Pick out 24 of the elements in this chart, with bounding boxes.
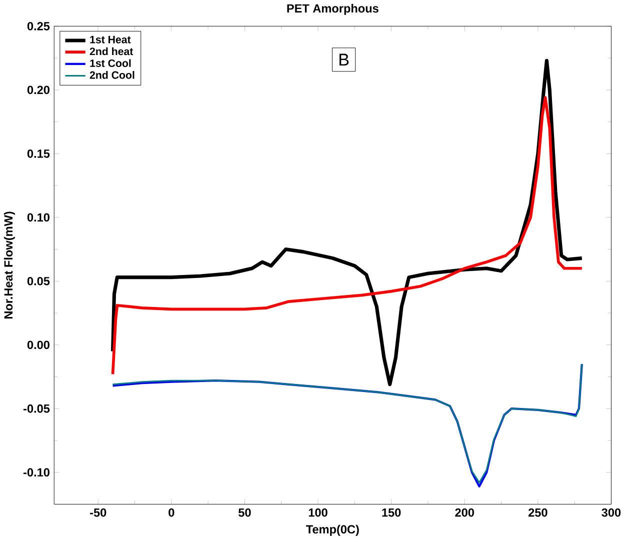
x-tick-label: 150: [382, 508, 401, 517]
y-axis-title: Nor.Heat Flow(mW): [4, 212, 15, 319]
y-tick-label: -0.05: [24, 404, 50, 413]
x-tick-label: 0: [168, 508, 174, 517]
x-tick-label: 250: [528, 508, 548, 517]
x-tick-label: 50: [238, 508, 251, 517]
y-tick-label: -0.10: [24, 468, 50, 477]
y-tick-label: 0.10: [27, 213, 50, 222]
legend-label: 1st Heat: [90, 36, 131, 44]
y-tick-label: 0.15: [27, 150, 50, 158]
legend-label: 1st Cool: [90, 59, 131, 68]
y-tick-label: 0.00: [27, 340, 50, 350]
x-axis-title: Temp(0C): [306, 524, 359, 536]
y-tick-label: 0.25: [27, 22, 50, 30]
legend-label: 2nd heat: [90, 47, 134, 56]
annotation: B: [340, 54, 349, 66]
x-tick-label: 300: [602, 508, 621, 517]
x-tick-label: 100: [308, 508, 328, 517]
y-tick-label: 0.05: [27, 277, 50, 286]
y-tick-label: 0.20: [27, 86, 50, 94]
chart-title: PET Amorphous: [287, 4, 378, 16]
x-tick-label: -50: [90, 508, 106, 517]
x-tick-label: 200: [455, 508, 474, 517]
legend-label: 2nd Cool: [90, 71, 134, 79]
